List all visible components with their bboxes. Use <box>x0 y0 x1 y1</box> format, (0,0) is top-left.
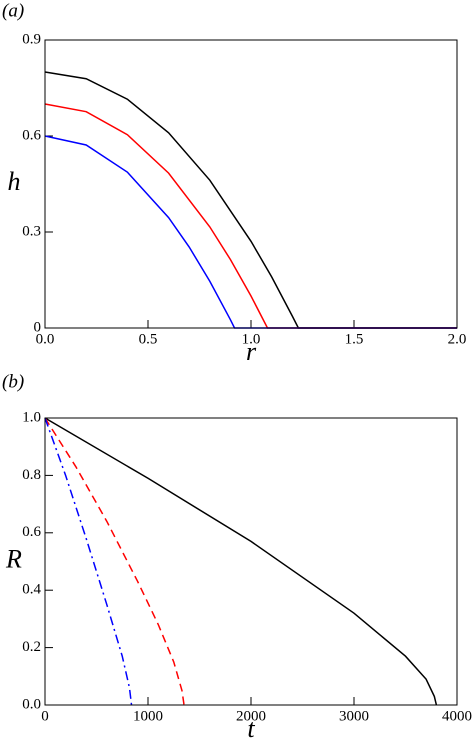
x-tick-label: 2.0 <box>448 331 467 347</box>
y-axis-label: R <box>5 544 22 573</box>
x-tick-label: 3000 <box>339 708 369 724</box>
line <box>44 135 457 329</box>
x-tick-label: 2000 <box>236 708 266 724</box>
line <box>44 417 133 706</box>
y-tick-label: 0.9 <box>22 31 41 47</box>
line <box>44 103 457 329</box>
line <box>44 417 185 706</box>
line <box>44 417 438 706</box>
y-tick-label: 0.2 <box>22 639 41 655</box>
panel-label: (a) <box>2 0 24 21</box>
x-tick-label: 1.5 <box>345 331 364 347</box>
panel-label: (b) <box>2 371 24 392</box>
y-tick-label: 0.6 <box>22 127 41 143</box>
y-tick-label: 0.6 <box>22 524 41 540</box>
x-tick-label: 1000 <box>133 708 163 724</box>
y-tick-label: 1.0 <box>22 409 41 425</box>
x-tick-label: 4000 <box>442 708 472 724</box>
y-tick-label: 0 <box>34 319 42 335</box>
x-axis-label: r <box>246 337 257 366</box>
y-tick-label: 0.0 <box>22 696 41 712</box>
y-axis-label: h <box>8 167 21 196</box>
y-tick-label: 0.3 <box>22 223 41 239</box>
plot-frame <box>44 39 458 329</box>
x-tick-label: 0.5 <box>139 331 158 347</box>
x-tick-label: 0.0 <box>36 331 55 347</box>
x-axis-label: t <box>247 714 255 741</box>
y-tick-label: 0.4 <box>22 582 41 598</box>
y-tick-label: 0.8 <box>22 467 41 483</box>
plot-frame <box>44 417 458 706</box>
x-tick-label: 1.0 <box>242 331 261 347</box>
x-tick-label: 0 <box>41 708 49 724</box>
line <box>44 71 457 329</box>
